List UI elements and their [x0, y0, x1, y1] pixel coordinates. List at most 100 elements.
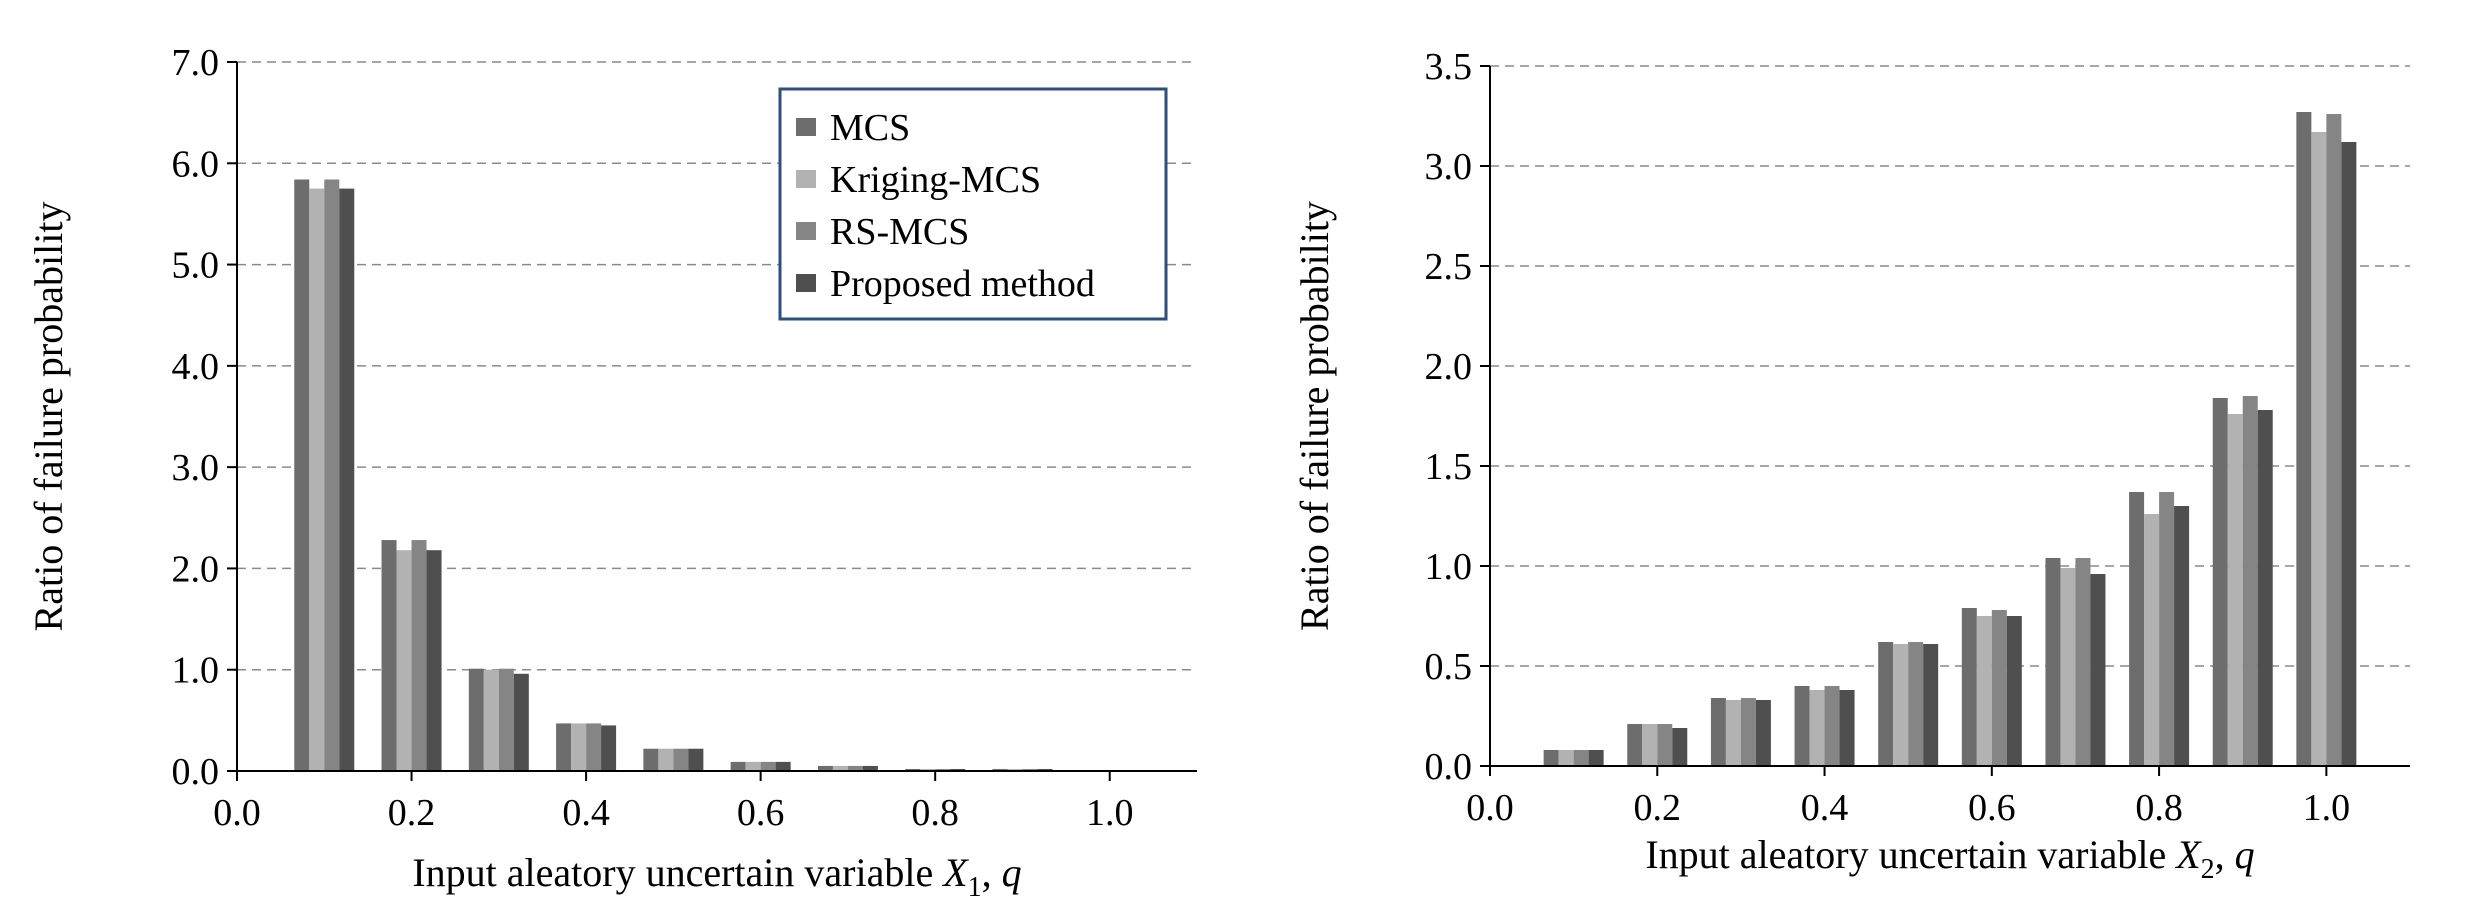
x-axis-label: Input aleatory uncertain variable X2, q: [1645, 832, 2254, 885]
bar-mcs-0.8: [905, 768, 921, 771]
x-axis-label-comma: ,: [2215, 832, 2235, 877]
bar-proposed-method-0.1: [339, 188, 355, 771]
legend-box: [778, 87, 1168, 321]
bar-rs-mcs-0.5: [673, 748, 689, 771]
legend-swatch: [796, 222, 816, 240]
bar-kriging-mcs-0.8: [920, 768, 936, 771]
bar-mcs-0.1: [294, 179, 310, 771]
bar-proposed-method-0.4: [1839, 690, 1855, 766]
y-tick-label: 1.0: [172, 650, 220, 692]
bar-mcs-0.1: [1543, 750, 1559, 766]
bar-mcs-0.9: [992, 768, 1008, 771]
bar-rs-mcs-0.9: [1022, 768, 1038, 771]
legend-label: MCS: [830, 107, 910, 149]
legend-label: Proposed method: [830, 263, 1095, 305]
bar-proposed-method-0.4: [601, 725, 617, 771]
x-tick-label: 0.8: [911, 792, 959, 834]
bar-proposed-method-0.6: [775, 761, 791, 771]
bar-rs-mcs-0.2: [1657, 724, 1673, 766]
bar-proposed-method-0.7: [2090, 574, 2106, 766]
x-axis-label-sub: 1: [968, 872, 982, 903]
y-tick-label: 4.0: [172, 346, 220, 388]
bar-rs-mcs-0.5: [1908, 642, 1924, 766]
bar-rs-mcs-0.7: [2075, 558, 2091, 766]
y-tick-label: 0.0: [172, 751, 220, 793]
bar-kriging-mcs-0.4: [571, 723, 587, 771]
bar-proposed-method-0.5: [1923, 644, 1939, 766]
chart-2: 0.0 0.5 1.0 1.5 2.0 2.5 3.0 3.5 0.0 0.2 0.4 0.6 0.8 1…: [1292, 46, 2410, 885]
bar-mcs-1: [2296, 112, 2312, 766]
x-tick-label: 0.4: [1801, 787, 1849, 829]
bar-mcs-0.2: [381, 540, 397, 771]
x-axis-label: Input aleatory uncertain variable X1, q: [412, 850, 1021, 903]
y-axis-label: Ratio of failure probability: [1292, 201, 1337, 631]
legend-swatch: [796, 274, 816, 292]
x-axis-label-var: X: [2174, 832, 2202, 877]
bar-mcs-0.8: [2129, 492, 2145, 766]
bar-rs-mcs-0.2: [411, 540, 427, 771]
bar-rs-mcs-0.1: [324, 179, 340, 771]
legend: MCS Kriging-MCS RS-MCS Proposed method: [778, 87, 1168, 321]
bar-proposed-method-0.3: [1755, 700, 1771, 766]
bar-mcs-0.6: [1961, 608, 1977, 766]
bar-kriging-mcs-0.1: [1558, 750, 1574, 766]
bar-kriging-mcs-0.6: [745, 761, 761, 771]
bar-mcs-0.5: [643, 748, 659, 771]
bar-rs-mcs-0.4: [1824, 686, 1840, 766]
bar-mcs-0.4: [556, 723, 572, 771]
bar-mcs-0.9: [2212, 398, 2228, 766]
x-tick-label: 0.2: [1634, 787, 1682, 829]
bar-mcs-0.5: [1878, 642, 1894, 766]
bar-kriging-mcs-0.1: [309, 188, 325, 771]
bar-mcs-0.2: [1627, 724, 1643, 766]
bar-mcs-0.3: [468, 668, 484, 771]
legend-swatch: [796, 170, 816, 188]
bar-kriging-mcs-0.6: [1976, 616, 1992, 766]
bar-proposed-method-0.3: [513, 673, 529, 771]
bar-rs-mcs-0.3: [498, 668, 514, 771]
y-axis-label: Ratio of failure probability: [26, 202, 71, 632]
legend-label: Kriging-MCS: [830, 159, 1041, 201]
bar-rs-mcs-0.8: [935, 768, 951, 771]
x-tick-label: 0.2: [388, 792, 436, 834]
bar-proposed-method-0.9: [1037, 768, 1053, 771]
y-tick-label: 0.5: [1425, 646, 1473, 688]
bar-kriging-mcs-0.2: [396, 550, 412, 771]
bar-proposed-method-1: [2341, 142, 2357, 766]
chart-1: 0.0 1.0 2.0 3.0 4.0 5.0 6.0 7.0 0.0 0.2 0.4 0.6 0.8 1…: [26, 42, 1197, 903]
bar-rs-mcs-0.6: [760, 761, 776, 771]
x-tick-label: 1.0: [2303, 787, 2351, 829]
y-tick-label: 5.0: [172, 245, 220, 287]
bar-rs-mcs-0.8: [2159, 492, 2175, 766]
bar-rs-mcs-0.6: [1991, 610, 2007, 766]
bar-mcs-0.4: [1794, 686, 1810, 766]
legend-swatch: [796, 118, 816, 136]
x-tick-label: 0.0: [213, 792, 261, 834]
bar-mcs-0.7: [817, 765, 833, 771]
bar-kriging-mcs-0.5: [658, 748, 674, 771]
x-axis-label-comma: ,: [982, 850, 1002, 895]
bar-kriging-mcs-0.9: [1007, 768, 1023, 771]
y-tick-label: 3.5: [1425, 46, 1473, 88]
bar-kriging-mcs-0.3: [1725, 700, 1741, 766]
y-tick-label: 7.0: [172, 42, 220, 84]
x-axis-label-sub: 2: [2201, 854, 2215, 885]
bar-proposed-method-0.1: [1588, 750, 1604, 766]
x-tick-label: 0.6: [1968, 787, 2016, 829]
y-tick-label: 3.0: [172, 447, 220, 489]
bar-kriging-mcs-0.3: [483, 669, 499, 771]
x-axis-label-prefix: Input aleatory uncertain variable: [1645, 832, 2176, 877]
bar-rs-mcs-0.1: [1573, 750, 1589, 766]
bar-mcs-0.6: [730, 761, 746, 771]
bar-proposed-method-0.8: [2174, 506, 2190, 766]
bar-kriging-mcs-0.4: [1809, 690, 1825, 766]
y-tick-label: 0.0: [1425, 746, 1473, 788]
legend-label: RS-MCS: [830, 211, 969, 253]
y-tick-label: 3.0: [1425, 146, 1473, 188]
x-tick-label: 0.8: [2135, 787, 2183, 829]
bar-kriging-mcs-0.2: [1642, 724, 1658, 766]
x-tick-label: 0.6: [737, 792, 785, 834]
x-axis-label-prefix: Input aleatory uncertain variable: [412, 850, 943, 895]
x-tick-label: 0.4: [562, 792, 610, 834]
